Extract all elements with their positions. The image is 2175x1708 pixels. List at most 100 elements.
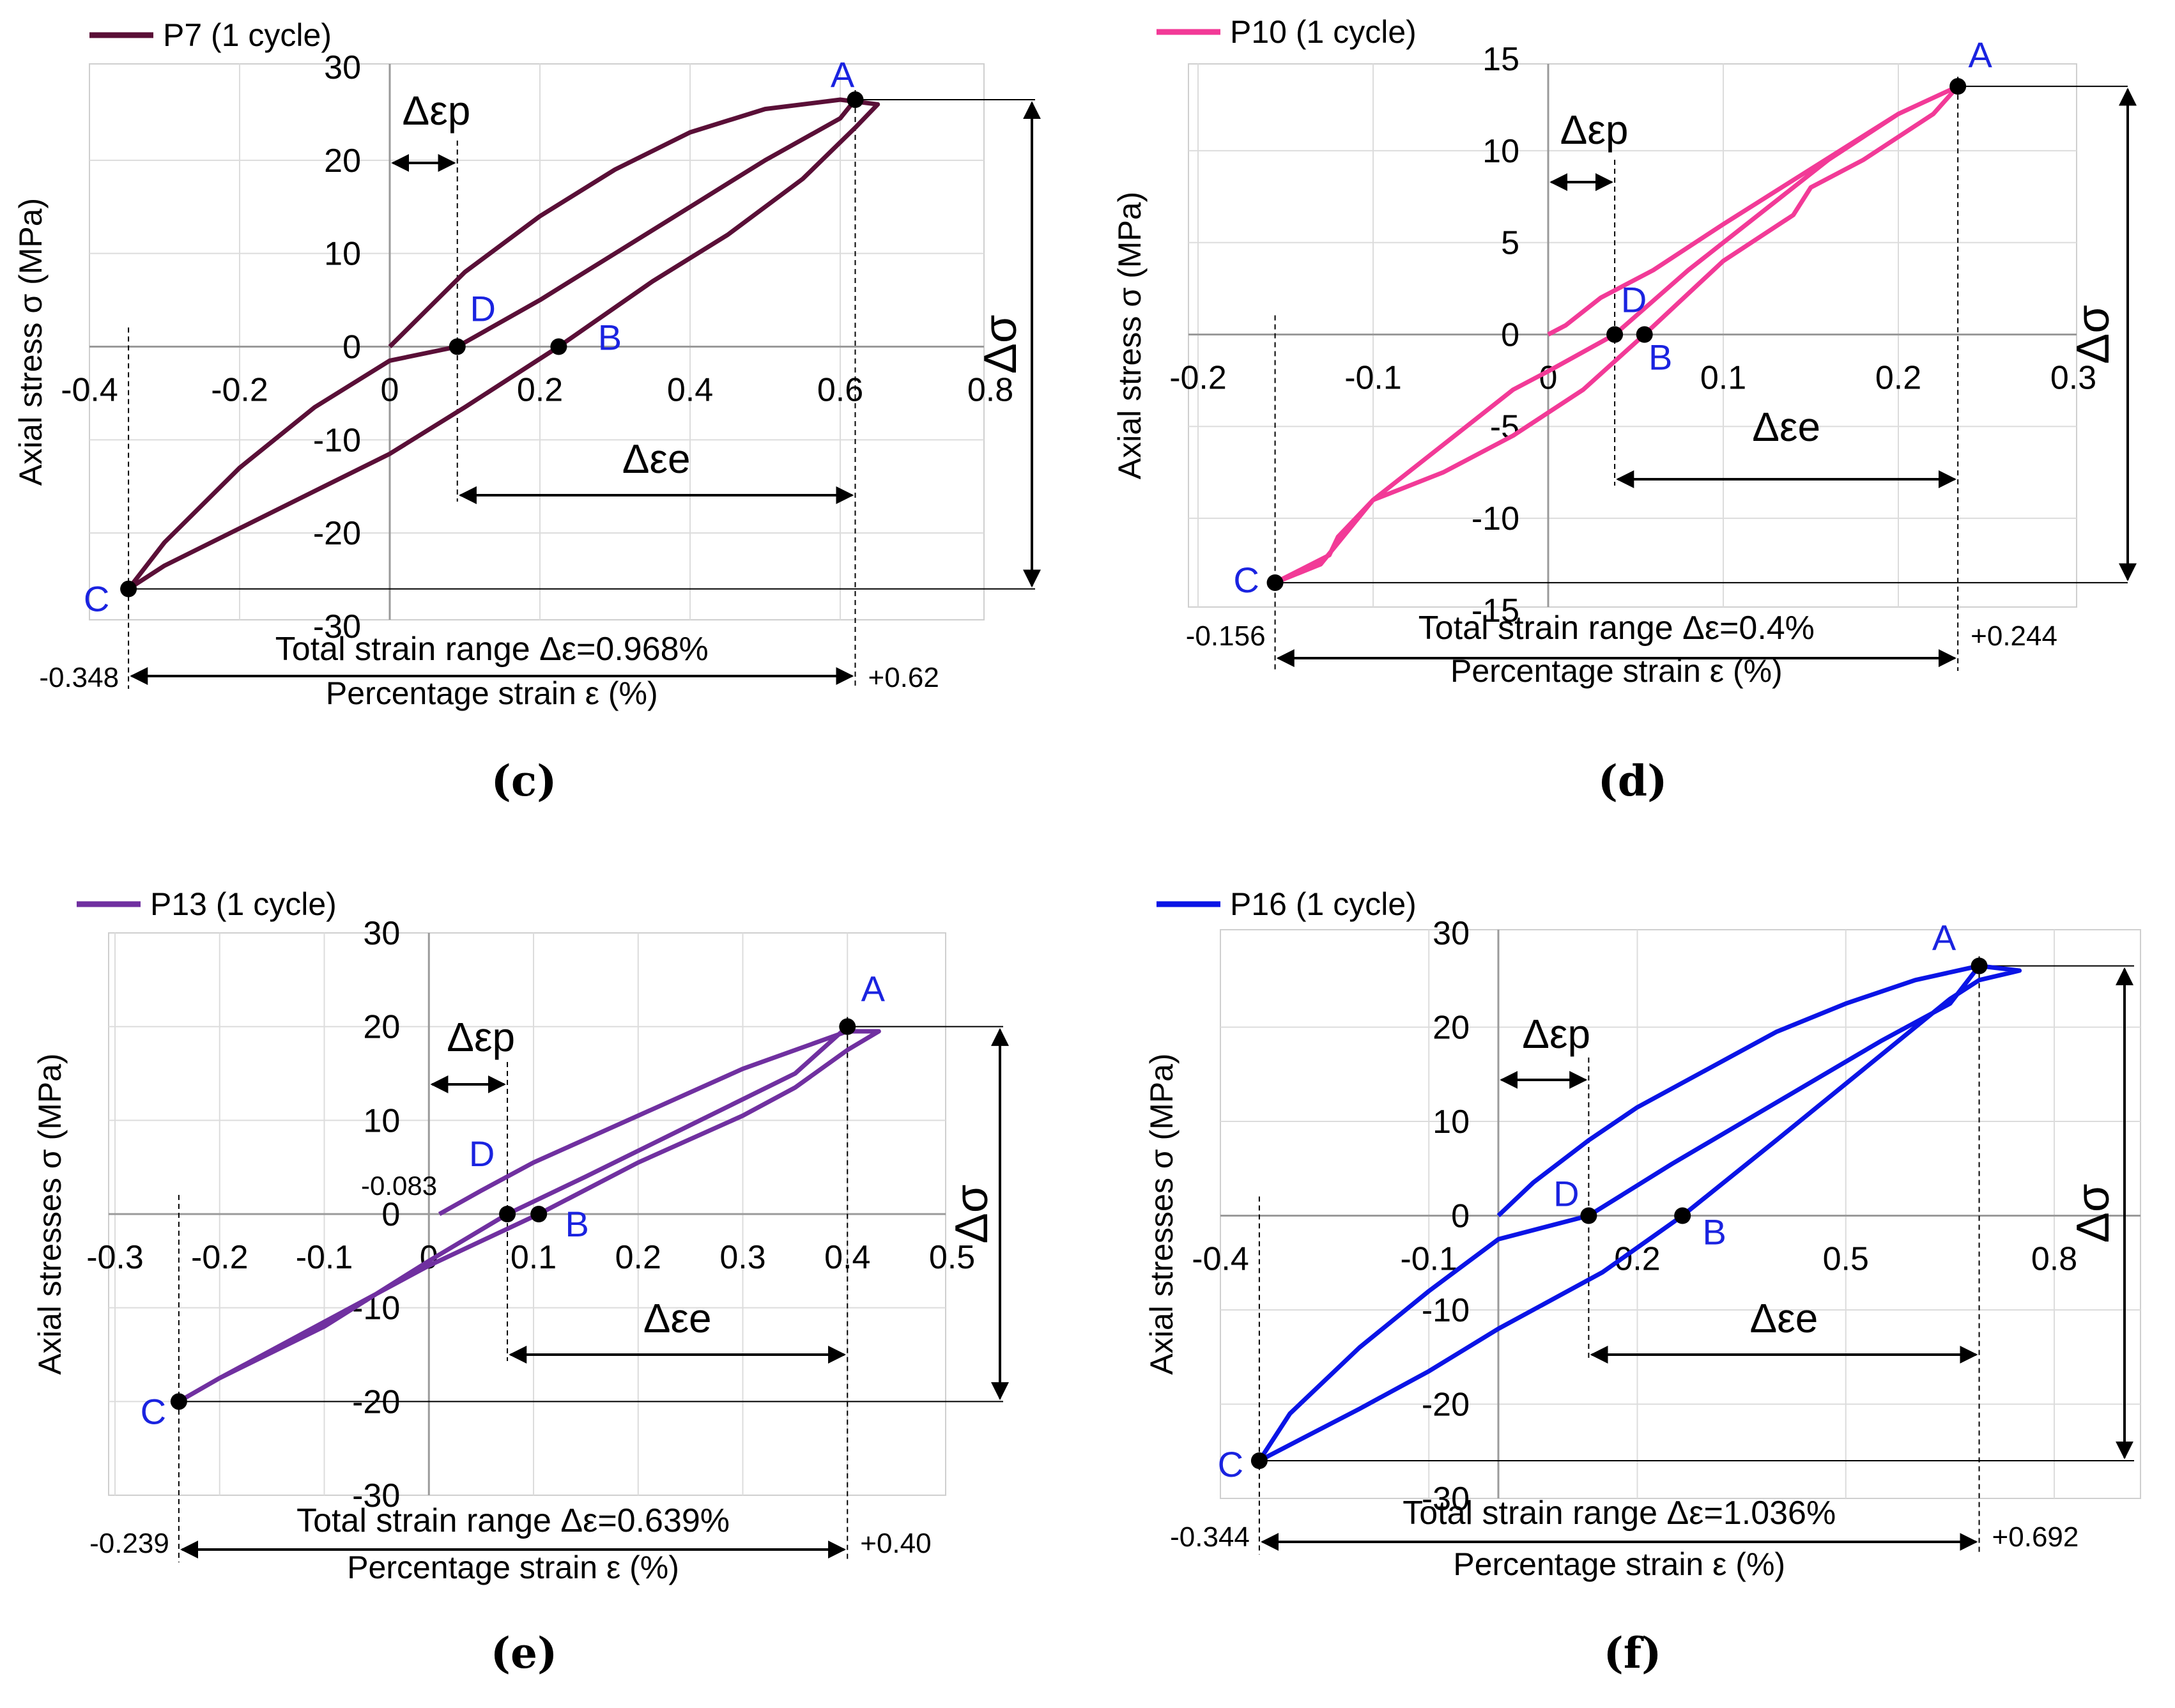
- panel-d-series-line: [1273, 84, 1960, 585]
- panel-f-y-tick-label: 30: [1433, 915, 1470, 952]
- panel-c-point-c: [120, 580, 137, 597]
- panel-e-y-tick-label: 0: [381, 1196, 400, 1233]
- panel-f-point-b: [1674, 1207, 1691, 1224]
- panel-c-x-tick-label: 0: [381, 372, 399, 409]
- panel-f-point-a: [1971, 957, 1988, 974]
- panel-c-point-label-c: C: [84, 579, 109, 619]
- panel-d-caption: (d): [1598, 756, 1668, 806]
- panel-f-y-tick-label: 0: [1451, 1198, 1470, 1235]
- panel-c-y-tick-label: 10: [324, 236, 361, 273]
- panel-c-point-label-b: B: [598, 318, 622, 358]
- panel-d-point-a: [1949, 78, 1967, 95]
- panel-f-delta-sigma-label: Δσ: [2068, 1184, 2119, 1243]
- panel-d-y-axis-label: Axial stress σ (MPa): [1112, 192, 1148, 479]
- panel-c-x-tick-label: 0.6: [817, 372, 863, 409]
- panel-f-range-text: Total strain range Δε=1.036%: [1403, 1495, 1836, 1532]
- panel-c-delta-sigma-label: Δσ: [975, 315, 1026, 374]
- panel-f-y-tick-label: 10: [1433, 1104, 1470, 1141]
- panel-d-point-label-d: D: [1621, 280, 1647, 320]
- panel-d-delta-sigma-label: Δσ: [2068, 305, 2119, 364]
- panel-f-delta-eps-e-label: Δεe: [1750, 1295, 1818, 1341]
- panel-e-x-tick-label: -0.1: [296, 1239, 353, 1276]
- panel-c-caption: (c): [491, 756, 557, 806]
- panel-d-y-tick-label: 0: [1501, 317, 1519, 354]
- panel-c-x-tick-label: 0.2: [517, 372, 563, 409]
- panel-c-legend-label: P7 (1 cycle): [163, 17, 332, 53]
- panel-e-y-tick-label: 10: [363, 1102, 400, 1139]
- panel-e-y-tick-label: 30: [363, 915, 400, 952]
- panel-f-point-d: [1580, 1207, 1597, 1224]
- panel-d-x-tick-label: 0.1: [1700, 360, 1746, 397]
- panel-c-x-tick-label: -0.4: [61, 372, 118, 409]
- panel-f-point-label-d: D: [1553, 1174, 1579, 1214]
- panel-c-y-tick-label: 0: [342, 329, 361, 366]
- panel-e-x-tick-label: -0.2: [191, 1239, 249, 1276]
- panel-d-y-tick-label: -15: [1472, 592, 1519, 629]
- panel-c-point-label-a: A: [831, 54, 855, 95]
- panel-f-x-tick-label: -0.4: [1192, 1241, 1249, 1278]
- panel-e-y-axis-label: Axial stresses σ (MPa): [32, 1053, 68, 1374]
- panel-e-point-label-a: A: [861, 969, 886, 1009]
- panel-c-y-tick-label: -30: [313, 608, 361, 645]
- panel-e-delta-eps-e-label: Δεe: [643, 1295, 712, 1341]
- panel-e-right-strain-label: +0.40: [860, 1528, 931, 1559]
- panel-d-right-strain-label: +0.244: [1971, 620, 2057, 652]
- panel-e-x-tick-label: 0.2: [615, 1239, 661, 1276]
- panel-f-right-strain-label: +0.692: [1992, 1521, 2079, 1553]
- panel-d-x-tick-label: 0.2: [1875, 360, 1921, 397]
- panel-d-point-label-b: B: [1649, 337, 1672, 378]
- panel-c-point-b: [550, 338, 567, 355]
- panel-d-y-tick-label: 15: [1482, 41, 1519, 78]
- panel-c-y-tick-label: 30: [324, 49, 361, 86]
- panel-c-x-tick-label: 0.4: [667, 372, 713, 409]
- panel-d-x-tick-label: -0.1: [1344, 360, 1402, 397]
- panel-e-point-c: [170, 1393, 187, 1410]
- panel-d-point-label-c: C: [1233, 560, 1259, 600]
- panel-f-y-tick-label: -10: [1422, 1292, 1470, 1329]
- panel-e-x-axis-label: Percentage strain ε (%): [347, 1550, 679, 1585]
- panel-d-x-tick-label: 0.3: [2050, 360, 2096, 397]
- panel-c-right-strain-label: +0.62: [868, 662, 939, 693]
- panel-c-y-tick-label: -10: [313, 422, 361, 459]
- panel-d-point-c: [1266, 574, 1284, 591]
- panel-f-y-tick-label: -30: [1422, 1481, 1470, 1518]
- panel-e-series-line: [176, 1025, 881, 1404]
- panel-d-legend-label: P10 (1 cycle): [1230, 14, 1417, 50]
- panel-c-x-axis-label: Percentage strain ε (%): [326, 675, 658, 711]
- panel-e-extra-strain-label: -0.083: [361, 1171, 437, 1201]
- panel-f-point-label-a: A: [1932, 918, 1956, 958]
- panel-d-point-d: [1606, 326, 1624, 343]
- panel-c-delta-eps-p-label: Δεp: [402, 88, 470, 134]
- panel-e-legend-label: P13 (1 cycle): [150, 886, 337, 922]
- panel-e-x-tick-label: 0.3: [719, 1239, 765, 1276]
- panel-e-delta-sigma-label: Δσ: [946, 1185, 997, 1244]
- panel-d-delta-eps-p-label: Δεp: [1560, 107, 1629, 153]
- panel-d-y-tick-label: 10: [1482, 133, 1519, 170]
- panel-f-caption: (f): [1604, 1628, 1662, 1678]
- panel-e-left-strain-label: -0.239: [89, 1528, 169, 1559]
- panel-f-plot-frame: [1220, 929, 2141, 1499]
- panel-c-x-tick-label: -0.2: [211, 372, 268, 409]
- panel-e-point-label-c: C: [141, 1391, 166, 1431]
- panel-f-point-label-c: C: [1218, 1444, 1243, 1484]
- panel-f-x-axis-label: Percentage strain ε (%): [1453, 1546, 1785, 1582]
- panel-f-point-c: [1250, 1452, 1268, 1469]
- panel-f-x-tick-label: 0.8: [2031, 1241, 2077, 1278]
- panel-f-delta-eps-p-label: Δεp: [1522, 1011, 1590, 1057]
- panel-c-left-strain-label: -0.348: [39, 662, 119, 693]
- panel-f-left-strain-label: -0.344: [1170, 1521, 1250, 1553]
- panel-e-y-tick-label: -30: [352, 1477, 400, 1514]
- panel-c-range-text: Total strain range Δε=0.968%: [275, 631, 709, 668]
- panel-e-point-label-b: B: [565, 1204, 589, 1244]
- panel-e-caption: (e): [491, 1628, 557, 1678]
- panel-e-x-tick-label: 0.5: [929, 1239, 975, 1276]
- panel-d-y-tick-label: -10: [1472, 500, 1519, 537]
- panel-f-series-line: [1257, 964, 2022, 1463]
- panel-d-x-tick-label: 0: [1539, 360, 1558, 397]
- panel-d-range-text: Total strain range Δε=0.4%: [1418, 610, 1815, 647]
- panel-f-y-tick-label: -20: [1422, 1387, 1470, 1424]
- panel-c-y-axis-label: Axial stress σ (MPa): [13, 198, 49, 486]
- panel-f-legend-label: P16 (1 cycle): [1230, 886, 1417, 922]
- panel-c-plot-frame: [89, 63, 985, 620]
